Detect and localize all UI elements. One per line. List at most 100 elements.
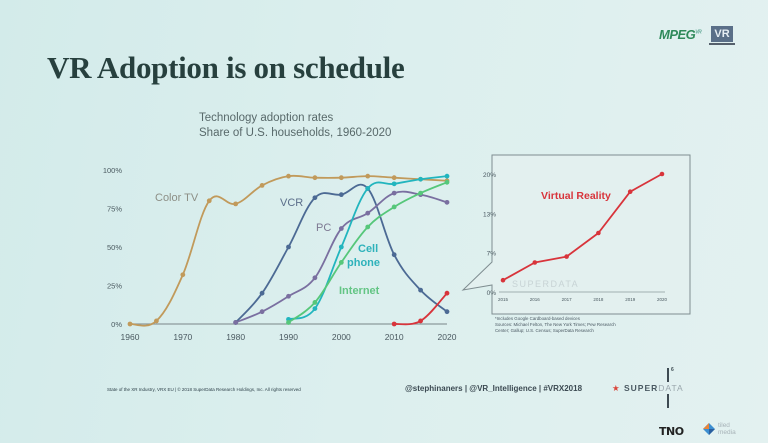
pc-point (391, 190, 397, 196)
internet-point (444, 179, 450, 185)
vr-industry-forum-logo: VR (711, 26, 733, 42)
color-tv-point (127, 321, 133, 327)
tiled-media-logo-text: tiled media (718, 422, 736, 436)
cell-phone-point (338, 244, 344, 250)
vr-logo-underline (709, 43, 735, 45)
cell-phone-point (444, 173, 450, 179)
vcr-point (444, 309, 450, 315)
x-tick-label: 1980 (226, 332, 245, 342)
internet-point (286, 320, 291, 325)
inset-callout-box (461, 154, 691, 315)
color-tv-point (365, 173, 371, 179)
inset-vr-point (564, 254, 569, 259)
chart-title: Technology adoption rates (199, 112, 334, 124)
color-tv-label: Color TV (155, 192, 199, 204)
y-tick-label: 0% (111, 320, 122, 329)
x-tick-label: 1970 (173, 332, 192, 342)
vcr-point (391, 252, 397, 258)
inset-title: Virtual Reality (541, 190, 611, 202)
inset-x-tick-label: 2015 (498, 297, 509, 302)
vcr-point (286, 244, 291, 250)
pc-point (338, 226, 344, 231)
color-tv-point (180, 272, 186, 278)
inset-x-tick-label: 2018 (593, 297, 604, 302)
internet-point (391, 204, 397, 210)
color-tv-point (286, 173, 291, 179)
y-tick-label: 75% (107, 205, 122, 214)
internet-point (365, 224, 371, 230)
color-tv-point (259, 183, 265, 188)
pc-point (259, 309, 265, 315)
mpeg-logo-text: MPEG (659, 27, 696, 42)
chart-subtitle-block: Technology adoption rates Share of U.S. … (199, 111, 391, 141)
x-tick-label: 2020 (438, 332, 457, 342)
cell-label: Cell (358, 243, 378, 255)
cell-phone-point (391, 181, 397, 187)
color-tv-point (312, 175, 318, 181)
x-tick-label: 2010 (385, 332, 404, 342)
virtual-reality-point (444, 290, 450, 296)
internet-point (338, 260, 344, 265)
superdata-watermark: SUPERDATA (512, 279, 579, 289)
slide-title: VR Adoption is on schedule (47, 50, 405, 85)
pc-point (444, 199, 450, 205)
inset-vr-point (659, 171, 665, 177)
vcr-point (312, 195, 318, 201)
vcr-line (234, 183, 448, 324)
page-divider-bottom (667, 394, 669, 408)
inset-vr-point (532, 260, 538, 265)
color-tv-point (391, 175, 397, 181)
cell-phone-point (312, 306, 318, 311)
inset-x-tick-label: 2020 (657, 297, 668, 302)
color-tv-point (233, 201, 239, 207)
mpeg-logo-sup: VR (695, 29, 702, 36)
phone-label: phone (347, 257, 380, 269)
pc-point (365, 210, 371, 216)
mpeg-vr-logo: MPEGVR (659, 27, 702, 42)
inset-x-tick-label: 2019 (625, 297, 636, 302)
internet-label: Internet (339, 285, 380, 297)
footer-copyright: State of the XR Industry, VRX EU | © 201… (107, 387, 301, 392)
tno-logo: TNO (659, 425, 684, 438)
star-icon: ★ (612, 383, 621, 393)
page-divider-top (667, 368, 669, 382)
inset-x-tick-label: 2016 (530, 297, 541, 302)
cell-phone-point (365, 186, 371, 191)
color-tv-point (338, 175, 344, 181)
cell-phone-point (418, 176, 423, 182)
inset-source-notes: *Includes Google Cardboard-based devices… (495, 316, 616, 334)
footer-handles: @stephinaners | @VR_Intelligence | #VRX2… (405, 384, 583, 393)
pc-point (286, 293, 291, 299)
x-tick-label: 1960 (121, 332, 140, 342)
inset-x-tick-label: 2017 (562, 297, 573, 302)
virtual-reality-point (391, 321, 397, 327)
inset-y-tick-label: 0% (487, 290, 497, 297)
pc-label: PC (316, 222, 331, 234)
inset-vr-point (500, 277, 506, 283)
inset-vr-line (502, 173, 663, 281)
vcr-point (338, 192, 344, 198)
page-number: 6 (671, 367, 674, 373)
internet-point (418, 190, 423, 196)
inset-vr-point (627, 189, 633, 194)
media-text: media (718, 429, 736, 436)
y-tick-label: 25% (107, 282, 122, 291)
superdata-super: SUPER (624, 383, 659, 393)
y-tick-label: 100% (103, 166, 123, 175)
color-tv-point (206, 198, 212, 204)
inset-note: Sources: Michael Felton, The New York Ti… (495, 322, 616, 327)
color-tv-point (154, 318, 159, 324)
vcr-point (418, 287, 423, 293)
y-tick-label: 50% (107, 243, 122, 252)
inset-y-tick-label: 13% (483, 211, 496, 218)
pc-line (235, 190, 448, 324)
pc-point (312, 275, 318, 281)
x-tick-label: 2000 (332, 332, 351, 342)
tiled-text: tiled (718, 422, 730, 429)
virtual-reality-point (418, 318, 423, 324)
chart-subtitle: Share of U.S. households, 1960-2020 (199, 127, 392, 139)
inset-note: *Includes Google Cardboard-based devices (495, 316, 580, 321)
inset-note: Center; Gallup; U.S. Census; SuperData R… (495, 328, 594, 333)
vcr-point (259, 290, 265, 296)
x-tick-label: 1990 (279, 332, 298, 342)
